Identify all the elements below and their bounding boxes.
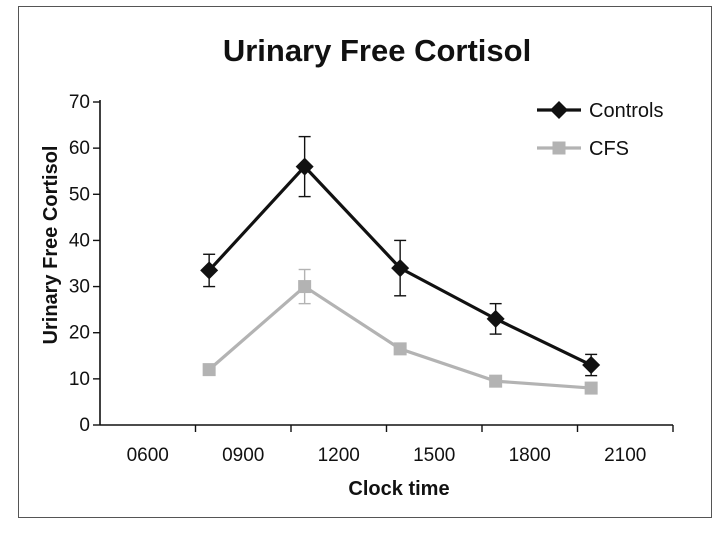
y-tick-label: 70 bbox=[69, 92, 90, 113]
y-tick-label: 20 bbox=[69, 323, 90, 344]
line-chart: Urinary Free Cortisol Urinary Free Corti… bbox=[40, 33, 674, 500]
y-tick-label: 60 bbox=[69, 138, 90, 159]
legend-item-cfs: CFS bbox=[537, 138, 629, 160]
data-point bbox=[582, 356, 601, 375]
data-point bbox=[202, 363, 216, 377]
x-tick-label: 0900 bbox=[222, 445, 264, 466]
y-axis-label: Urinary Free Cortisol bbox=[40, 146, 62, 345]
axes: 0 10 20 30 40 50 60 70 0600 0900 1200 1500 1800 2100 bbox=[69, 92, 674, 466]
chart-frame: Urinary Free Cortisol Urinary Free Corti… bbox=[18, 6, 712, 518]
legend-marker bbox=[550, 101, 568, 119]
x-tick-label: 2100 bbox=[604, 445, 646, 466]
data-point bbox=[489, 374, 503, 388]
series-controls bbox=[200, 135, 601, 377]
data-point bbox=[393, 342, 407, 356]
x-tick-label: 0600 bbox=[127, 445, 169, 466]
data-point bbox=[298, 280, 312, 294]
x-tick-label: 1800 bbox=[509, 445, 551, 466]
legend-label: CFS bbox=[589, 138, 629, 160]
series-cfs bbox=[202, 268, 598, 395]
legend-marker bbox=[552, 141, 566, 155]
y-tick-label: 30 bbox=[69, 277, 90, 298]
y-tick-label: 40 bbox=[69, 230, 90, 251]
data-point bbox=[200, 261, 219, 280]
y-tick-label: 50 bbox=[69, 184, 90, 205]
data-point bbox=[295, 157, 314, 176]
y-tick-label: 0 bbox=[79, 415, 90, 436]
data-point bbox=[391, 259, 410, 278]
x-tick-label: 1200 bbox=[318, 445, 360, 466]
chart-title: Urinary Free Cortisol bbox=[223, 33, 531, 68]
legend-label: Controls bbox=[589, 100, 663, 122]
x-axis-label: Clock time bbox=[348, 478, 449, 500]
y-tick-label: 10 bbox=[69, 369, 90, 390]
legend-item-controls: Controls bbox=[537, 100, 663, 122]
x-tick-label: 1500 bbox=[413, 445, 455, 466]
data-point bbox=[486, 309, 505, 328]
legend: Controls CFS bbox=[537, 100, 663, 160]
data-point bbox=[584, 381, 598, 395]
series-layer bbox=[200, 135, 601, 395]
